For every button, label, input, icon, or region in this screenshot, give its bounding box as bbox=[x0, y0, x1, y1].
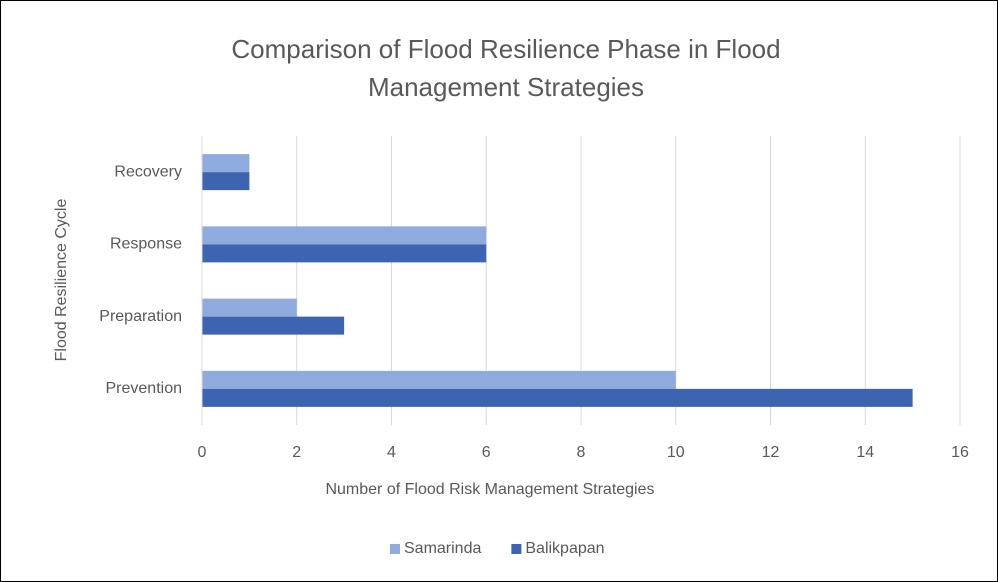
x-tick-label: 10 bbox=[667, 444, 685, 461]
legend-label: Balikpapan bbox=[525, 540, 604, 557]
legend-label: Samarinda bbox=[404, 540, 481, 557]
legend-swatch bbox=[390, 544, 400, 554]
x-tick-label: 8 bbox=[577, 444, 586, 461]
x-tick-label: 0 bbox=[198, 444, 207, 461]
bar bbox=[202, 244, 487, 263]
x-axis-label: Number of Flood Risk Management Strategi… bbox=[325, 481, 654, 498]
x-tick-label: 12 bbox=[762, 444, 780, 461]
legend-swatch bbox=[511, 544, 522, 554]
bar bbox=[202, 388, 913, 407]
y-tick-label: Preparation bbox=[99, 308, 182, 325]
x-tick-label: 4 bbox=[387, 444, 396, 461]
bar bbox=[202, 370, 676, 389]
x-tick-label: 16 bbox=[951, 444, 969, 461]
x-tick-label: 6 bbox=[482, 444, 491, 461]
y-tick-label: Prevention bbox=[106, 380, 183, 397]
x-tick-label: 2 bbox=[292, 444, 301, 461]
bar bbox=[202, 154, 250, 173]
bar bbox=[202, 298, 297, 317]
bar bbox=[202, 226, 487, 245]
x-tick-label: 14 bbox=[856, 444, 874, 461]
bar bbox=[202, 172, 250, 191]
y-tick-label: Recovery bbox=[114, 163, 182, 180]
y-axis-label: Flood Resilience Cycle bbox=[53, 199, 70, 362]
bar bbox=[202, 316, 345, 335]
chart-title: Comparison of Flood Resilience Phase in … bbox=[231, 34, 781, 102]
y-tick-label: Response bbox=[110, 236, 182, 253]
